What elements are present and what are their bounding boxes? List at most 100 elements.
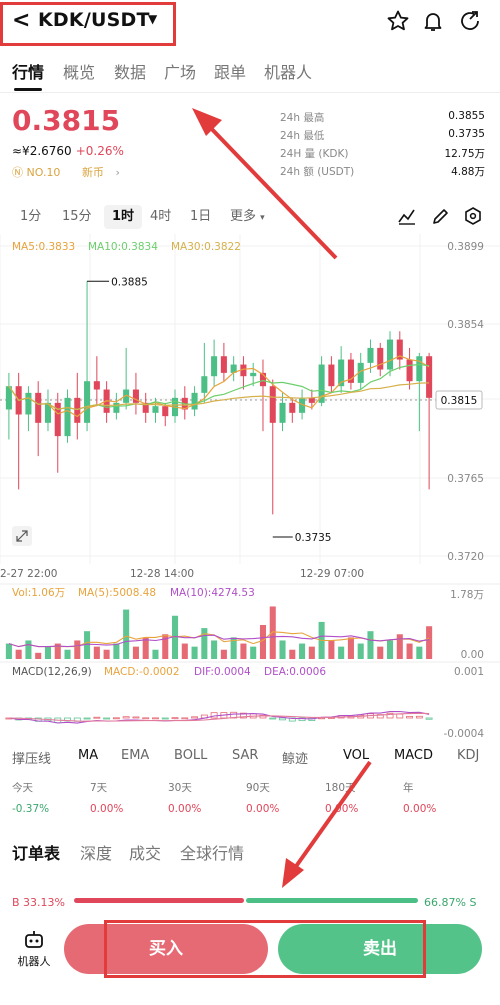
indicator-vol[interactable]: VOL [343, 748, 370, 763]
candle-body [74, 397, 81, 423]
volume-bar [328, 640, 335, 659]
perf-label: 今天 [12, 782, 33, 794]
candle-body [152, 406, 159, 413]
candle-body [328, 364, 335, 387]
robot-entry[interactable]: 机器人 [14, 930, 54, 969]
candle-body [211, 356, 218, 377]
volume-bar [308, 646, 315, 659]
interval-1h[interactable]: 1时 [104, 205, 143, 229]
buy-button[interactable]: 买入 [64, 924, 268, 974]
indicator-macd[interactable]: MACD [394, 748, 433, 763]
volume-bar [220, 649, 227, 659]
bell-icon[interactable] [421, 9, 445, 33]
chevron-down-icon[interactable]: ▼ [148, 12, 158, 26]
annotation-box-top [0, 2, 176, 46]
perf-value: 0.00% [403, 803, 437, 815]
volume-bar [377, 646, 384, 659]
volume-bar [416, 646, 423, 659]
candle-body [299, 397, 306, 413]
indicator-whale[interactable]: 鲸迹 [282, 752, 309, 767]
tab-square[interactable]: 广场 [164, 63, 197, 82]
indicator-sar[interactable]: SAR [232, 748, 259, 763]
annotation-arrow-line [290, 760, 372, 874]
rank-row[interactable]: Ⓝ NO.10 新币 › [12, 164, 120, 180]
dif-line [8, 710, 430, 724]
perf-value: 0.00% [168, 803, 202, 815]
volume-bar [64, 649, 71, 659]
candle-body [259, 372, 267, 387]
volume-bar [201, 628, 208, 659]
volume-bar [386, 640, 394, 659]
indicator-ma[interactable]: MA [78, 748, 99, 763]
buy-ratio: B 33.13% [12, 896, 65, 909]
rank-badge: NO.10 [26, 166, 61, 179]
volume-bar [93, 646, 100, 659]
tab-global-market[interactable]: 全球行情 [180, 844, 245, 863]
volume-bar [103, 649, 110, 659]
interval-1m[interactable]: 1分 [20, 209, 42, 224]
macd-bar [298, 717, 306, 722]
vol-tick-label: 0.00 [461, 649, 484, 661]
candle-body [44, 402, 52, 423]
expand-icon-glyph [16, 530, 28, 542]
perf-value: 0.00% [325, 803, 359, 815]
perf-7d: 7天 0.00% [90, 780, 123, 815]
tab-copy-trade[interactable]: 跟单 [214, 63, 247, 82]
star-icon[interactable] [386, 9, 410, 33]
stat-value: 12.75万 [444, 148, 485, 160]
current-price-label: 0.3815 [441, 395, 478, 407]
vol-ma10-line [8, 634, 430, 648]
volume-bar [406, 643, 413, 659]
candle-body [318, 364, 325, 403]
interval-15m[interactable]: 15分 [62, 209, 92, 224]
macd-bar [269, 717, 277, 720]
interval-more[interactable]: 更多 ▾ [230, 205, 265, 229]
volume-bar [269, 606, 276, 659]
perf-year: 年 0.00% [403, 780, 436, 815]
volume-bar [113, 643, 120, 659]
perf-today: 今天 -0.37% [12, 780, 49, 815]
ma30-line [8, 382, 430, 411]
volume-bar [132, 646, 139, 659]
tab-depth[interactable]: 深度 [80, 844, 113, 863]
macd-bar [83, 717, 91, 720]
sell-button[interactable]: 卖出 [278, 924, 482, 974]
volume-bar [15, 649, 22, 659]
indicator-boll[interactable]: BOLL [174, 748, 208, 763]
tab-data[interactable]: 数据 [114, 63, 147, 82]
candle-body [396, 339, 403, 360]
ma10-line [8, 363, 430, 411]
dea-value: DEA:0.0006 [264, 666, 326, 678]
macd-bar [171, 717, 179, 720]
perf-label: 7天 [90, 782, 108, 794]
macd-tick-label: 0.001 [454, 666, 484, 678]
y-tick-label: 0.3899 [447, 241, 484, 253]
indicator-ema[interactable]: EMA [121, 748, 150, 763]
interval-1d[interactable]: 1日 [190, 209, 212, 224]
share-icon[interactable] [458, 9, 482, 33]
settings-hex-icon[interactable] [463, 206, 483, 226]
cny-price: ≈¥2.6760 [12, 144, 72, 158]
tab-trades[interactable]: 成交 [129, 844, 162, 863]
indicator-icon[interactable] [397, 206, 417, 226]
candle-body [25, 392, 32, 415]
draw-pen-icon[interactable] [431, 206, 451, 226]
tab-overview[interactable]: 概览 [63, 63, 96, 82]
interval-4h[interactable]: 4时 [150, 209, 172, 224]
back-icon[interactable]: < [12, 8, 31, 33]
volume-bar [123, 609, 130, 659]
stat-row: 24h 额 (USDT) 4.88万 [280, 164, 485, 182]
kline-chart[interactable]: MA5:0.3833 MA10:0.3834 MA30:0.3822 0.3899 0.… [0, 234, 500, 744]
pair-title[interactable]: KDK/USDT [38, 9, 150, 31]
candle-body [93, 381, 100, 390]
volume-bar [230, 637, 237, 659]
macd-bar [396, 713, 404, 719]
indicator-kdj[interactable]: KDJ [457, 748, 480, 763]
tab-robot[interactable]: 机器人 [264, 63, 313, 82]
volume-bar [211, 640, 218, 659]
macd-title: MACD(12,26,9) [12, 666, 92, 678]
candle-body [269, 386, 276, 423]
tab-market[interactable]: 行情 [12, 63, 45, 82]
tab-orderbook[interactable]: 订单表 [12, 844, 61, 863]
indicator-support[interactable]: 撑压线 [12, 752, 52, 767]
